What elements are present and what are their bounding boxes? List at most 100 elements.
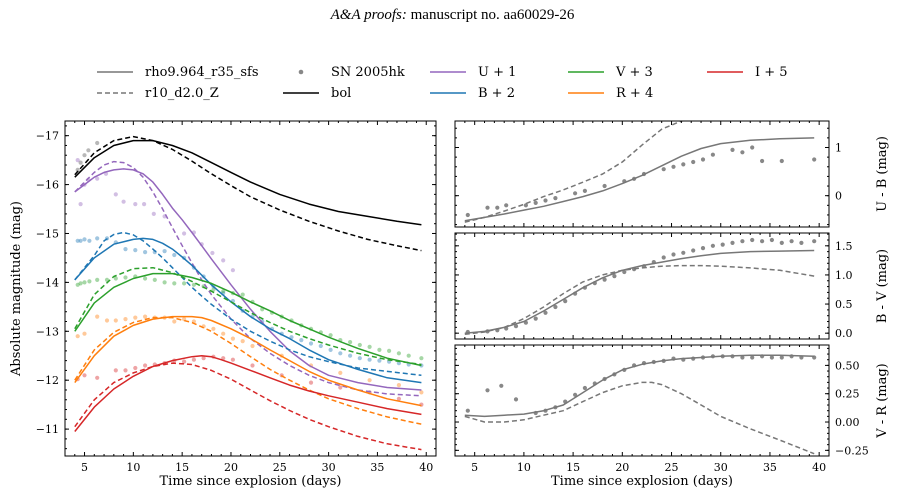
x-tick-label: 30 [714, 461, 728, 474]
x-tick-label: 25 [665, 461, 679, 474]
data-point [812, 157, 817, 162]
data-point [730, 147, 735, 152]
data-point [230, 357, 235, 362]
data-point [328, 333, 333, 338]
data-point [533, 316, 538, 321]
plot-frame [454, 344, 830, 457]
data-point [338, 351, 343, 356]
data-point [95, 277, 100, 282]
data-point [553, 304, 558, 310]
data-point [95, 236, 100, 241]
y-tick-label: 1.0 [835, 269, 853, 282]
data-point [78, 238, 83, 243]
series-line [74, 354, 422, 432]
y-axis-label: U - B (mag) [875, 136, 890, 212]
data-point [133, 315, 138, 320]
legend-entry: V + 3 [568, 65, 653, 80]
data-point [210, 250, 215, 256]
data-point [250, 363, 255, 368]
y-tick-label: −17 [36, 130, 59, 143]
legend-entry: r10_d2.0_Z [97, 86, 219, 101]
series-line [74, 168, 422, 391]
data-point [172, 252, 177, 258]
data-point [661, 255, 666, 260]
data-point [367, 378, 372, 383]
data-point [419, 390, 424, 395]
data-point [240, 339, 245, 344]
legend-entry: U + 1 [430, 65, 516, 80]
data-point [622, 269, 627, 275]
data-point [299, 338, 304, 343]
y-tick-label: 0.5 [835, 298, 853, 311]
series-line [74, 160, 422, 397]
data-point [495, 205, 500, 210]
data-point [553, 196, 558, 201]
data-point [230, 336, 235, 341]
data-point [523, 203, 529, 208]
x-tick-label: 20 [224, 461, 238, 474]
y-tick-label: −13 [36, 325, 59, 338]
data-point [671, 252, 676, 257]
series-line [74, 266, 422, 366]
data-point [543, 198, 548, 203]
data-point [465, 408, 470, 413]
data-point [308, 341, 314, 346]
data-point [143, 363, 148, 368]
data-point [75, 167, 80, 172]
data-point [710, 243, 716, 248]
legend-label: V + 3 [615, 65, 653, 80]
data-point [602, 277, 607, 282]
data-point [779, 240, 784, 245]
data-point [221, 331, 226, 336]
data-point [563, 299, 568, 304]
data-point [779, 158, 784, 164]
data-point [387, 348, 392, 353]
data-point [760, 239, 765, 244]
series-line [74, 362, 422, 451]
data-point [377, 358, 382, 363]
y-tick-label: −15 [36, 227, 59, 240]
data-point [151, 211, 156, 216]
y-tick-label: 1 [835, 142, 842, 155]
data-point [700, 246, 706, 251]
series-line [464, 249, 815, 334]
data-point [377, 347, 382, 352]
ub-color-panel: 0 1 U - B (mag) [454, 120, 890, 228]
data-point [396, 396, 401, 401]
data-point [513, 324, 519, 329]
data-point [720, 242, 725, 247]
data-point [513, 397, 519, 402]
data-point [406, 353, 411, 358]
y-tick-label: −0.25 [835, 444, 869, 457]
data-point [172, 281, 177, 286]
y-tick-label: −11 [36, 423, 59, 436]
data-point [75, 238, 80, 243]
data-point [75, 282, 80, 287]
x-tick-label: 15 [566, 461, 580, 474]
data-point [95, 176, 100, 181]
data-point [700, 157, 706, 162]
x-tick-label: 10 [126, 461, 140, 474]
data-point [113, 318, 118, 323]
series-line [464, 381, 815, 455]
x-tick-label: 25 [273, 461, 287, 474]
series-line [74, 272, 422, 367]
x-tick-label: 30 [322, 461, 336, 474]
data-point [182, 231, 187, 236]
data-point [123, 275, 128, 280]
data-point [499, 383, 504, 388]
data-point [799, 240, 804, 245]
data-point [221, 289, 226, 294]
data-point [612, 274, 617, 279]
data-point [740, 150, 745, 155]
data-point [465, 212, 470, 218]
data-point [191, 282, 196, 287]
data-point [543, 310, 548, 315]
data-point [123, 368, 128, 373]
data-point [133, 365, 138, 371]
plot-area [74, 135, 424, 451]
legend-entry: bol [283, 86, 351, 101]
data-point [367, 357, 372, 362]
plot-frame [64, 120, 437, 457]
